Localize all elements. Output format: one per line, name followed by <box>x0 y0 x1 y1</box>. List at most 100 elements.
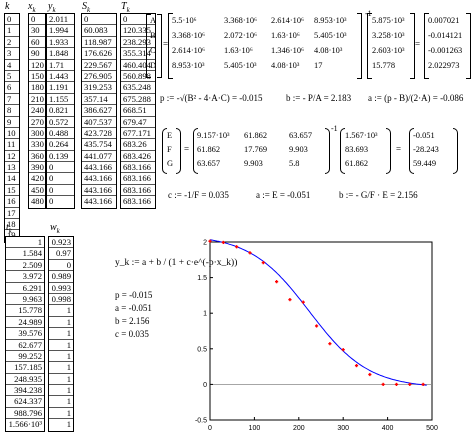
t-upper-cell[interactable]: 683.426 <box>121 151 155 163</box>
y-cell[interactable]: 0 <box>47 173 74 185</box>
x-cell[interactable]: 210 <box>29 93 45 106</box>
x-cell[interactable]: 420 <box>29 173 45 185</box>
w-cell[interactable]: 1 <box>49 362 73 374</box>
w-cell[interactable]: 1 <box>49 351 73 363</box>
y-cell[interactable]: 0.139 <box>47 151 74 163</box>
k-cell[interactable]: 6 <box>5 82 19 94</box>
s-cell[interactable]: 435.754 <box>82 139 116 151</box>
w-cell[interactable]: 1 <box>49 317 73 329</box>
s-cell[interactable]: 357.14 <box>82 94 116 106</box>
w-cell[interactable]: 1 <box>66 419 71 430</box>
w-cell[interactable]: 0.97 <box>49 248 73 260</box>
t-lower-cell[interactable]: 2.509 <box>6 260 44 272</box>
w-cell[interactable]: 1 <box>49 396 73 408</box>
t-lower-cell[interactable]: 394.238 <box>6 385 44 397</box>
k-cell[interactable]: 16 <box>5 196 19 208</box>
k-cell[interactable]: 4 <box>5 60 19 71</box>
t-lower-cell[interactable]: 39.576 <box>6 328 44 340</box>
k-cell[interactable]: 3 <box>5 48 19 60</box>
t-upper-cell[interactable]: 668.51 <box>121 105 155 117</box>
x-cell[interactable]: 150 <box>29 70 45 83</box>
t-upper-cell[interactable]: 120.335 <box>121 25 155 37</box>
t-upper-cell[interactable]: 560.898 <box>121 71 155 83</box>
t-upper-cell[interactable]: 238.293 <box>121 37 155 49</box>
k-cell[interactable]: 9 <box>5 117 19 128</box>
s-cell[interactable]: 423.728 <box>82 128 116 140</box>
t-upper-cell[interactable]: 683.166 <box>123 196 151 207</box>
t-lower-cell[interactable]: 15.778 <box>6 305 44 317</box>
s-cell[interactable]: 443.166 <box>82 185 116 197</box>
formula-p[interactable]: p := -√(B² - 4·A·C) = -0.015 <box>160 93 263 103</box>
formula-a[interactable]: a := (p - B)/(2·A) = -0.086 <box>368 93 464 103</box>
s-cell[interactable]: 386.627 <box>82 105 116 117</box>
s-column[interactable]: 0 60.083 118.987 176.626 229.567 276.905 319.2… <box>81 13 117 209</box>
w-cell[interactable]: 1 <box>49 374 73 386</box>
y-cell[interactable]: 1.155 <box>47 94 74 106</box>
t-upper-cell[interactable]: 0 <box>121 14 155 26</box>
y-column[interactable]: 2.011 1.994 1.933 1.848 1.71 1.443 1.191 1.155 0… <box>46 13 75 209</box>
s-cell[interactable]: 319.253 <box>82 82 116 94</box>
s-cell[interactable]: 443.166 <box>84 196 112 207</box>
y-cell[interactable]: 0.572 <box>47 117 74 128</box>
w-cell[interactable]: 0.923 <box>49 237 73 249</box>
t-upper-cell[interactable]: 679.47 <box>121 117 155 128</box>
y-cell[interactable]: 1.848 <box>47 48 74 60</box>
w-cell[interactable]: 1 <box>49 340 73 351</box>
k-column[interactable]: 012345678910111213141516171819 <box>4 13 20 243</box>
t-lower-cell[interactable]: 1 <box>6 237 44 249</box>
w-cell[interactable]: 0 <box>49 260 73 272</box>
k-cell[interactable]: 11 <box>5 139 19 151</box>
t-lower-cell[interactable]: 99.252 <box>6 351 44 363</box>
t-lower-column[interactable]: 1 1.584 2.509 3.972 6.291 9.963 15.778 24.989 39… <box>5 236 45 432</box>
x-cell[interactable]: 120 <box>29 59 45 71</box>
k-cell[interactable]: 7 <box>5 94 19 106</box>
y-cell[interactable]: 1.994 <box>47 25 74 37</box>
t-upper-cell[interactable]: 683.166 <box>121 173 155 185</box>
k-cell[interactable]: 19 <box>5 230 19 241</box>
k-cell[interactable]: 1 <box>5 25 19 37</box>
y-cell[interactable]: 0.488 <box>47 128 74 140</box>
t-upper-cell[interactable]: 635.248 <box>121 82 155 94</box>
t-upper-cell[interactable]: 355.314 <box>121 48 155 60</box>
t-upper-column[interactable]: 0 120.335 238.293 355.314 460.404 560.898 635.… <box>120 13 156 209</box>
formula-a2[interactable]: a := E = -0.051 <box>256 190 311 200</box>
x-cell[interactable]: 90 <box>29 48 45 60</box>
x-cell[interactable]: 180 <box>29 82 45 94</box>
w-cell[interactable]: 0.998 <box>49 294 73 306</box>
x-cell[interactable]: 300 <box>29 127 45 140</box>
t-lower-cell[interactable]: 3.972 <box>6 271 44 283</box>
s-cell[interactable]: 441.077 <box>82 151 116 163</box>
x-cell[interactable]: 480 <box>31 196 44 207</box>
k-cell[interactable]: 14 <box>5 173 19 185</box>
t-upper-cell[interactable]: 460.404 <box>121 60 155 71</box>
w-cell[interactable]: 0.993 <box>49 283 73 294</box>
k-cell[interactable]: 5 <box>5 71 19 83</box>
s-cell[interactable]: 118.987 <box>82 37 116 49</box>
x-cell[interactable]: 30 <box>29 25 45 37</box>
t-lower-cell[interactable]: 624.337 <box>6 396 44 408</box>
s-cell[interactable]: 407.537 <box>82 117 116 128</box>
w-cell[interactable]: 1 <box>49 385 73 397</box>
x-cell[interactable]: 330 <box>29 139 45 151</box>
t-lower-cell[interactable]: 157.185 <box>6 362 44 374</box>
s-cell[interactable]: 60.083 <box>82 25 116 37</box>
t-upper-cell[interactable]: 677.171 <box>121 128 155 140</box>
x-cell[interactable]: 360 <box>29 150 45 163</box>
y-cell[interactable]: 1.443 <box>47 71 74 83</box>
x-cell[interactable]: 240 <box>29 105 45 117</box>
x-cell[interactable]: 270 <box>29 116 45 128</box>
k-cell[interactable]: 2 <box>5 37 19 49</box>
t-upper-cell[interactable]: 683.26 <box>121 139 155 151</box>
y-cell[interactable]: 2.011 <box>47 14 74 26</box>
k-cell[interactable]: 8 <box>5 105 19 117</box>
s-cell[interactable]: 229.567 <box>82 60 116 71</box>
x-cell[interactable]: 450 <box>29 184 45 197</box>
y-cell[interactable]: 0.821 <box>47 105 74 117</box>
y-cell[interactable]: 0 <box>49 196 54 207</box>
w-cell[interactable]: 0.989 <box>49 271 73 283</box>
k-cell[interactable]: 13 <box>5 162 19 174</box>
t-lower-cell[interactable]: 24.989 <box>6 317 44 329</box>
t-lower-cell[interactable]: 9.963 <box>6 294 44 306</box>
x-cell[interactable]: 390 <box>29 162 45 174</box>
y-cell[interactable]: 0 <box>47 162 74 174</box>
